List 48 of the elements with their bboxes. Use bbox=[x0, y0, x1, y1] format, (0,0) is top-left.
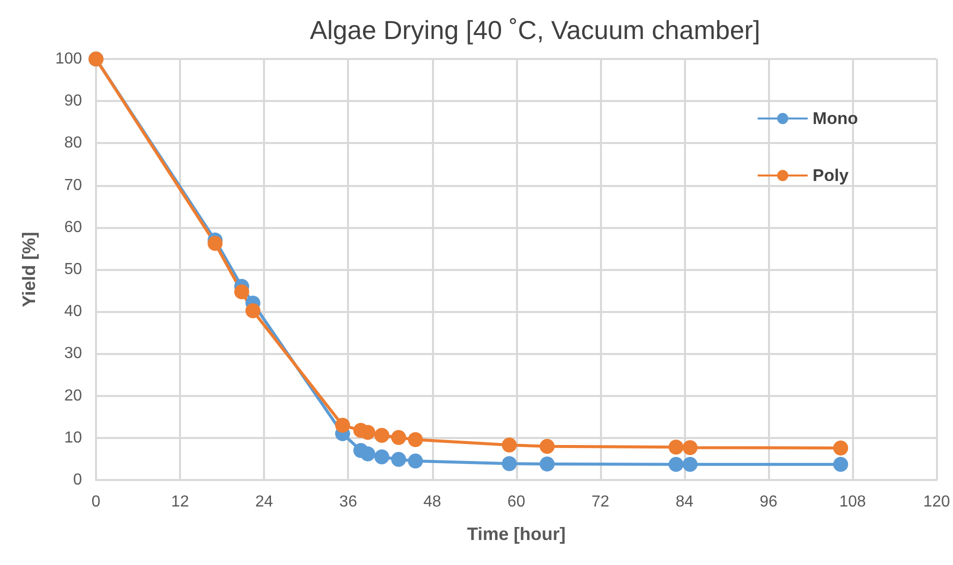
point bbox=[335, 418, 350, 433]
x-tick-label: 48 bbox=[423, 494, 442, 510]
chart-title: Algae Drying [40 ˚C, Vacuum chamber] bbox=[310, 15, 760, 45]
x-tick-label: 12 bbox=[171, 494, 190, 510]
x-tick-label: 24 bbox=[255, 494, 274, 510]
point bbox=[682, 440, 698, 456]
x-axis-title: Time [hour] bbox=[466, 524, 566, 544]
point bbox=[540, 456, 555, 472]
point bbox=[391, 430, 406, 445]
point bbox=[408, 454, 423, 469]
point bbox=[502, 456, 517, 472]
x-tick-label: 120 bbox=[923, 494, 950, 510]
y-tick-label: 50 bbox=[64, 261, 82, 278]
y-tick-label: 90 bbox=[64, 92, 82, 110]
x-tick-label: 84 bbox=[676, 494, 694, 510]
y-tick-label: 20 bbox=[64, 387, 82, 404]
x-tick-label: 60 bbox=[507, 494, 526, 510]
y-tick-label: 70 bbox=[64, 176, 82, 194]
legend-label: Mono bbox=[812, 109, 858, 128]
point bbox=[391, 452, 406, 467]
point bbox=[408, 432, 423, 448]
y-tick-label: 30 bbox=[64, 345, 82, 362]
point bbox=[833, 456, 848, 472]
point bbox=[234, 284, 250, 300]
x-tick-label: 96 bbox=[760, 494, 778, 510]
point bbox=[668, 456, 684, 472]
y-axis-title: Yield [%] bbox=[19, 232, 39, 308]
y-tick-label: 10 bbox=[64, 429, 82, 446]
y-tick-label: 0 bbox=[73, 472, 82, 488]
y-tick-label: 100 bbox=[55, 50, 82, 68]
x-tick-label: 0 bbox=[92, 494, 101, 510]
point bbox=[540, 438, 555, 454]
legend-label: Poly bbox=[812, 166, 850, 185]
point bbox=[208, 236, 223, 251]
point bbox=[668, 440, 684, 455]
point bbox=[245, 303, 260, 318]
y-tick-label: 60 bbox=[64, 218, 82, 236]
point bbox=[360, 446, 376, 462]
x-tick-label: 72 bbox=[591, 494, 610, 510]
y-tick-label: 40 bbox=[64, 303, 82, 320]
point bbox=[833, 440, 848, 456]
point bbox=[682, 456, 698, 472]
point bbox=[502, 438, 517, 453]
point bbox=[374, 449, 390, 464]
x-tick-label: 36 bbox=[339, 494, 358, 510]
x-tick-label: 108 bbox=[839, 494, 866, 510]
y-tick-label: 80 bbox=[64, 134, 82, 152]
point bbox=[374, 428, 390, 443]
